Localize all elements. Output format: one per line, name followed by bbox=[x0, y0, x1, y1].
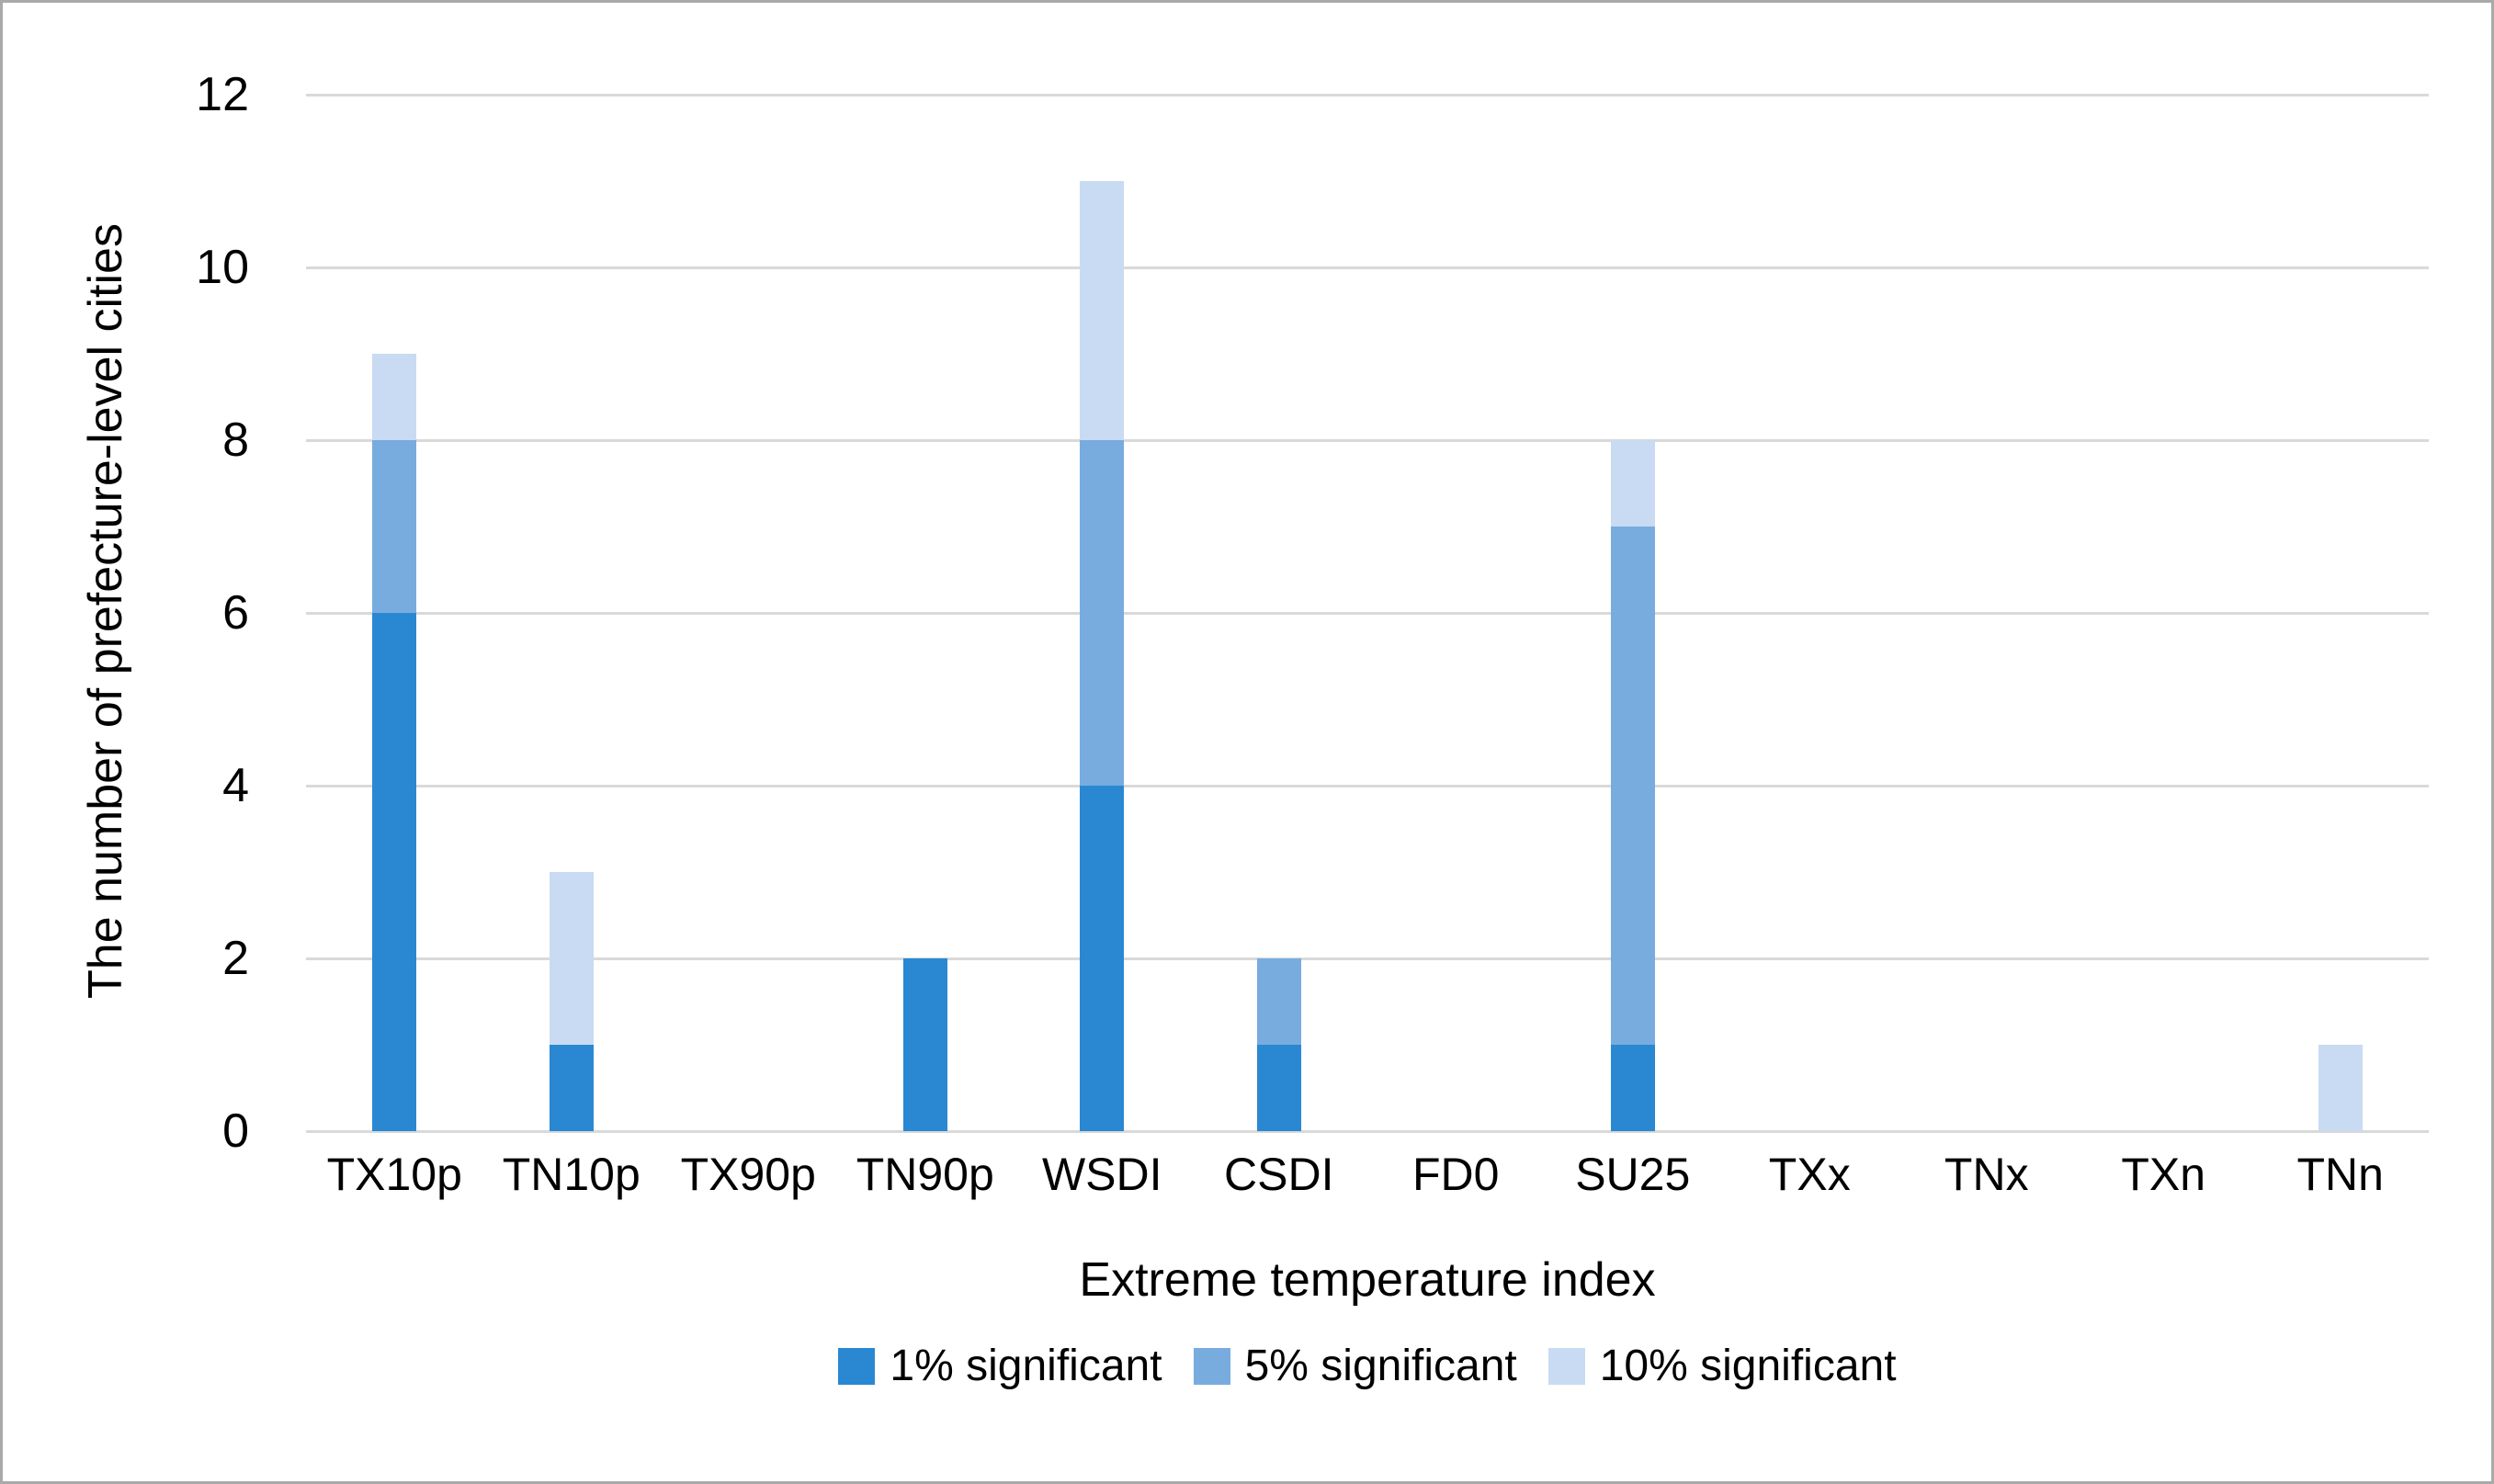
gridline bbox=[306, 93, 2429, 96]
x-tick-label: TX10p bbox=[326, 1149, 462, 1200]
y-tick-label: 10 bbox=[196, 241, 249, 294]
y-tick-label: 12 bbox=[196, 68, 249, 121]
plot-area bbox=[306, 93, 2429, 1133]
legend-swatch-icon bbox=[1193, 1348, 1230, 1385]
x-tick-label: TXx bbox=[1768, 1149, 1851, 1200]
bar-segment bbox=[1080, 786, 1125, 1131]
y-tick-label: 0 bbox=[222, 1105, 249, 1158]
bar-segment bbox=[1080, 181, 1125, 440]
y-tick-label: 4 bbox=[222, 759, 249, 812]
bar-segment bbox=[1610, 527, 1655, 1045]
gridline bbox=[306, 1129, 2429, 1133]
bar-stack-tn10p bbox=[549, 872, 594, 1131]
bar-stack-csdi bbox=[1256, 958, 1301, 1131]
bar-segment bbox=[372, 354, 417, 440]
y-tick-label: 8 bbox=[222, 413, 249, 467]
bar-segment bbox=[1610, 1045, 1655, 1131]
bar-segment bbox=[549, 1045, 594, 1131]
y-tick-label: 2 bbox=[222, 932, 249, 985]
x-tick-label: TN10p bbox=[502, 1149, 641, 1200]
x-axis-ticks: TX10p TN10p TX90p TN90p WSDI CSDI FD0 SU25 TXx TN… bbox=[306, 1150, 2429, 1199]
x-tick-label: SU25 bbox=[1575, 1149, 1691, 1200]
bar-segment bbox=[1256, 1045, 1301, 1131]
gridline bbox=[306, 784, 2429, 787]
bar-segment bbox=[372, 613, 417, 1131]
legend-label: 5% significant bbox=[1244, 1342, 1517, 1390]
bar-stack-su25 bbox=[1610, 440, 1655, 1131]
x-tick-label: CSDI bbox=[1224, 1149, 1334, 1200]
y-tick-label: 6 bbox=[222, 586, 249, 640]
legend-item: 10% significant bbox=[1547, 1342, 1897, 1390]
x-axis-title: Extreme temperature index bbox=[1079, 1253, 1656, 1307]
bar-segment bbox=[1610, 440, 1655, 527]
legend-swatch-icon bbox=[838, 1348, 876, 1385]
bar-segment bbox=[902, 958, 947, 1131]
gridline bbox=[306, 438, 2429, 442]
bar-segment bbox=[549, 872, 594, 1045]
x-tick-label: WSDI bbox=[1041, 1149, 1162, 1200]
legend-swatch-icon bbox=[1547, 1348, 1585, 1385]
legend-label: 10% significant bbox=[1599, 1342, 1897, 1390]
bar-segment bbox=[2318, 1045, 2363, 1131]
bar-stack-tnn bbox=[2318, 1045, 2363, 1131]
gridline bbox=[306, 957, 2429, 960]
legend-item: 5% significant bbox=[1193, 1342, 1517, 1390]
bar-segment bbox=[1080, 440, 1125, 786]
x-tick-label: TNx bbox=[1944, 1149, 2029, 1200]
legend-label: 1% significant bbox=[890, 1342, 1162, 1390]
bar-segment bbox=[372, 440, 417, 613]
x-tick-label: FD0 bbox=[1412, 1149, 1500, 1200]
bar-segment bbox=[1256, 958, 1301, 1045]
bar-stack-tx10p bbox=[372, 354, 417, 1131]
x-tick-label: TNn bbox=[2296, 1149, 2384, 1200]
bar-stack-wsdi bbox=[1080, 181, 1125, 1131]
legend-item: 1% significant bbox=[838, 1342, 1162, 1390]
gridline bbox=[306, 266, 2429, 269]
x-tick-label: TX90p bbox=[680, 1149, 816, 1200]
chart-legend: 1% significant 5% significant 10% signific… bbox=[306, 1342, 2429, 1390]
x-tick-label: TXn bbox=[2121, 1149, 2206, 1200]
bar-stack-tn90p bbox=[902, 958, 947, 1131]
gridline bbox=[306, 611, 2429, 615]
x-tick-label: TN90p bbox=[856, 1149, 994, 1200]
